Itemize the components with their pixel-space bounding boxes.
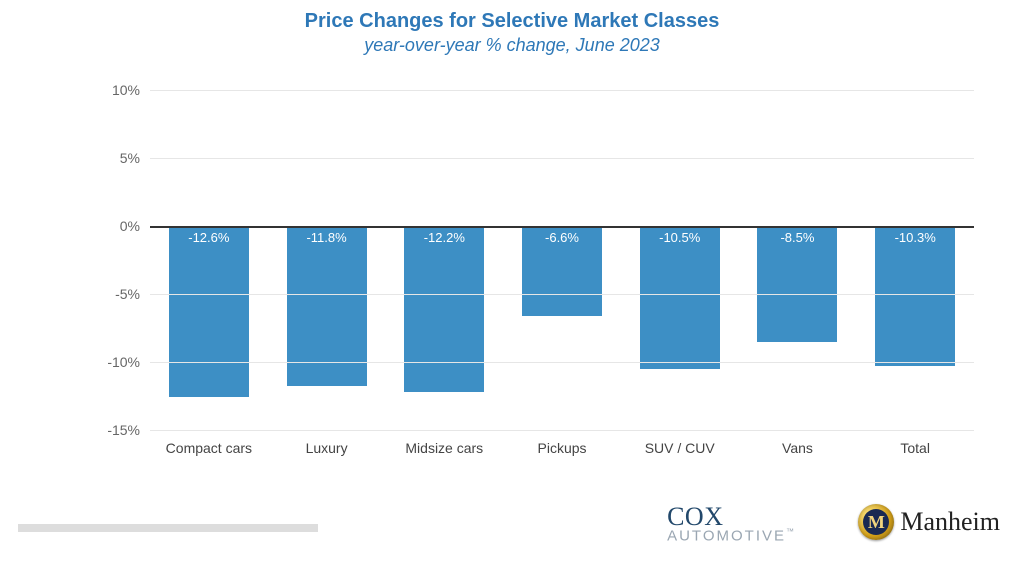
bar-value-label: -10.5% <box>640 230 720 245</box>
manheim-logo-text: Manheim <box>900 507 1000 537</box>
gridline <box>150 362 974 363</box>
bar: -8.5% <box>757 226 837 342</box>
x-axis-label: Vans <box>739 440 857 460</box>
cox-logo-line2: AUTOMOTIVE <box>667 528 786 545</box>
bar-value-label: -11.8% <box>287 230 367 245</box>
x-axis-label: SUV / CUV <box>621 440 739 460</box>
cox-logo-tm: ™ <box>786 527 794 536</box>
bar-slot: -10.5% <box>621 90 739 430</box>
footer-decorative-bar <box>18 524 318 532</box>
chart-area: -12.6% -11.8% -12.2% -6.6% -10.5% -8.5% -10.3%… <box>90 90 974 460</box>
y-axis-label: 0% <box>90 218 140 234</box>
manheim-logo: M Manheim <box>858 504 1000 540</box>
bar-value-label: -6.6% <box>522 230 602 245</box>
bars-group: -12.6% -11.8% -12.2% -6.6% -10.5% -8.5% -10.3% <box>150 90 974 430</box>
x-axis-label: Total <box>856 440 974 460</box>
bar-slot: -12.2% <box>385 90 503 430</box>
bar: -6.6% <box>522 226 602 316</box>
y-axis-label: 5% <box>90 150 140 166</box>
x-axis-labels: Compact carsLuxuryMidsize carsPickupsSUV… <box>150 440 974 460</box>
bar-slot: -8.5% <box>739 90 857 430</box>
x-axis-label: Pickups <box>503 440 621 460</box>
bar-slot: -11.8% <box>268 90 386 430</box>
bar-value-label: -10.3% <box>875 230 955 245</box>
y-axis-label: 10% <box>90 82 140 98</box>
bar: -10.5% <box>640 226 720 369</box>
bar-value-label: -12.6% <box>169 230 249 245</box>
bar-value-label: -8.5% <box>757 230 837 245</box>
bar-slot: -12.6% <box>150 90 268 430</box>
x-axis-label: Midsize cars <box>385 440 503 460</box>
gridline <box>150 294 974 295</box>
manheim-badge-icon: M <box>858 504 894 540</box>
cox-automotive-logo: COX AUTOMOTIVE™ <box>667 505 794 544</box>
y-axis-label: -10% <box>90 354 140 370</box>
y-axis-label: -5% <box>90 286 140 302</box>
gridline <box>150 90 974 91</box>
bar-slot: -10.3% <box>856 90 974 430</box>
gridline <box>150 226 974 228</box>
gridline <box>150 430 974 431</box>
title-block: Price Changes for Selective Market Class… <box>0 0 1024 56</box>
x-axis-label: Compact cars <box>150 440 268 460</box>
y-axis-label: -15% <box>90 422 140 438</box>
cox-logo-line1: COX <box>667 505 794 528</box>
chart-container: Price Changes for Selective Market Class… <box>0 0 1024 564</box>
bar: -12.2% <box>404 226 484 392</box>
chart-subtitle: year-over-year % change, June 2023 <box>0 35 1024 56</box>
bar: -10.3% <box>875 226 955 366</box>
bar-slot: -6.6% <box>503 90 621 430</box>
bar: -12.6% <box>169 226 249 397</box>
chart-title: Price Changes for Selective Market Class… <box>0 10 1024 33</box>
manheim-badge-letter: M <box>863 509 889 535</box>
x-axis-label: Luxury <box>268 440 386 460</box>
plot-area: -12.6% -11.8% -12.2% -6.6% -10.5% -8.5% -10.3%… <box>150 90 974 430</box>
gridline <box>150 158 974 159</box>
bar-value-label: -12.2% <box>404 230 484 245</box>
footer: COX AUTOMOTIVE™ M Manheim <box>0 500 1024 550</box>
